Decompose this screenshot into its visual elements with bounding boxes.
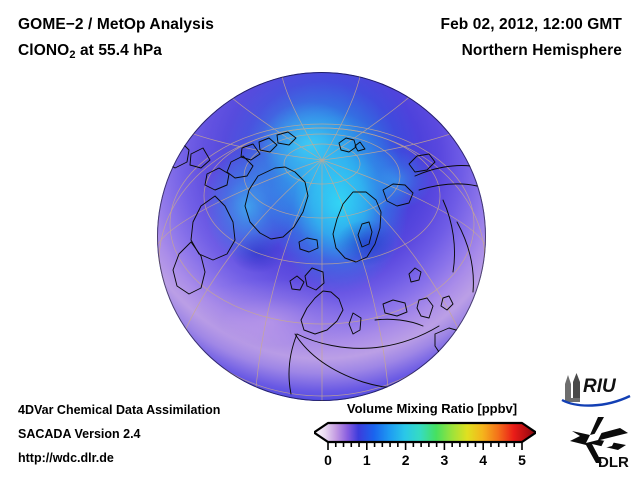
colorbar: 0 1 2 3 4 5 — [314, 421, 536, 475]
globe-sphere — [157, 72, 486, 401]
datetime-label: Feb 02, 2012, 12:00 GMT — [440, 16, 622, 33]
riu-wordmark: RIU — [583, 376, 617, 397]
colorbar-tick-label: 2 — [401, 452, 410, 468]
dlr-logo: DLR — [568, 415, 634, 471]
footer-line-version: SACADA Version 2.4 — [18, 427, 141, 441]
colorbar-tick-label: 5 — [518, 452, 526, 468]
colorbar-tick-label: 1 — [362, 452, 371, 468]
species-subscript: 2 — [69, 49, 76, 61]
colorbar-tick-label: 0 — [324, 452, 332, 468]
coastlines — [164, 131, 478, 395]
sphere-highlight — [157, 72, 486, 401]
colorbar-tick-label: 3 — [440, 452, 449, 468]
region-label: Northern Hemisphere — [461, 42, 622, 59]
graticule — [157, 72, 486, 401]
riu-logo: RIU — [559, 372, 633, 408]
globe-outline — [157, 72, 486, 401]
riu-wave-icon — [561, 394, 631, 407]
pressure-level: at 55.4 hPa — [75, 42, 163, 59]
colorbar-gradient-body — [314, 421, 536, 444]
footer-line-method: 4DVar Chemical Data Assimilation — [18, 403, 221, 417]
colorbar-title: Volume Mixing Ratio [ppbv] — [346, 401, 518, 416]
page-title: GOME−2 / MetOp Analysis — [18, 16, 214, 33]
globe-map — [157, 72, 486, 401]
coastlines-and-graticule — [157, 72, 486, 401]
colorbar-tick-label: 4 — [479, 452, 488, 468]
colorbar-ticks — [327, 442, 523, 450]
footer-line-url[interactable]: http://wdc.dlr.de — [18, 451, 114, 465]
dlr-wordmark: DLR — [598, 454, 629, 471]
riu-spires-icon — [565, 373, 580, 402]
species-pressure-label: ClONO2 at 55.4 hPa — [18, 42, 162, 61]
dlr-pinwheel-icon — [570, 417, 628, 463]
species-name: ClONO — [18, 42, 70, 59]
limb-shading — [157, 72, 486, 401]
